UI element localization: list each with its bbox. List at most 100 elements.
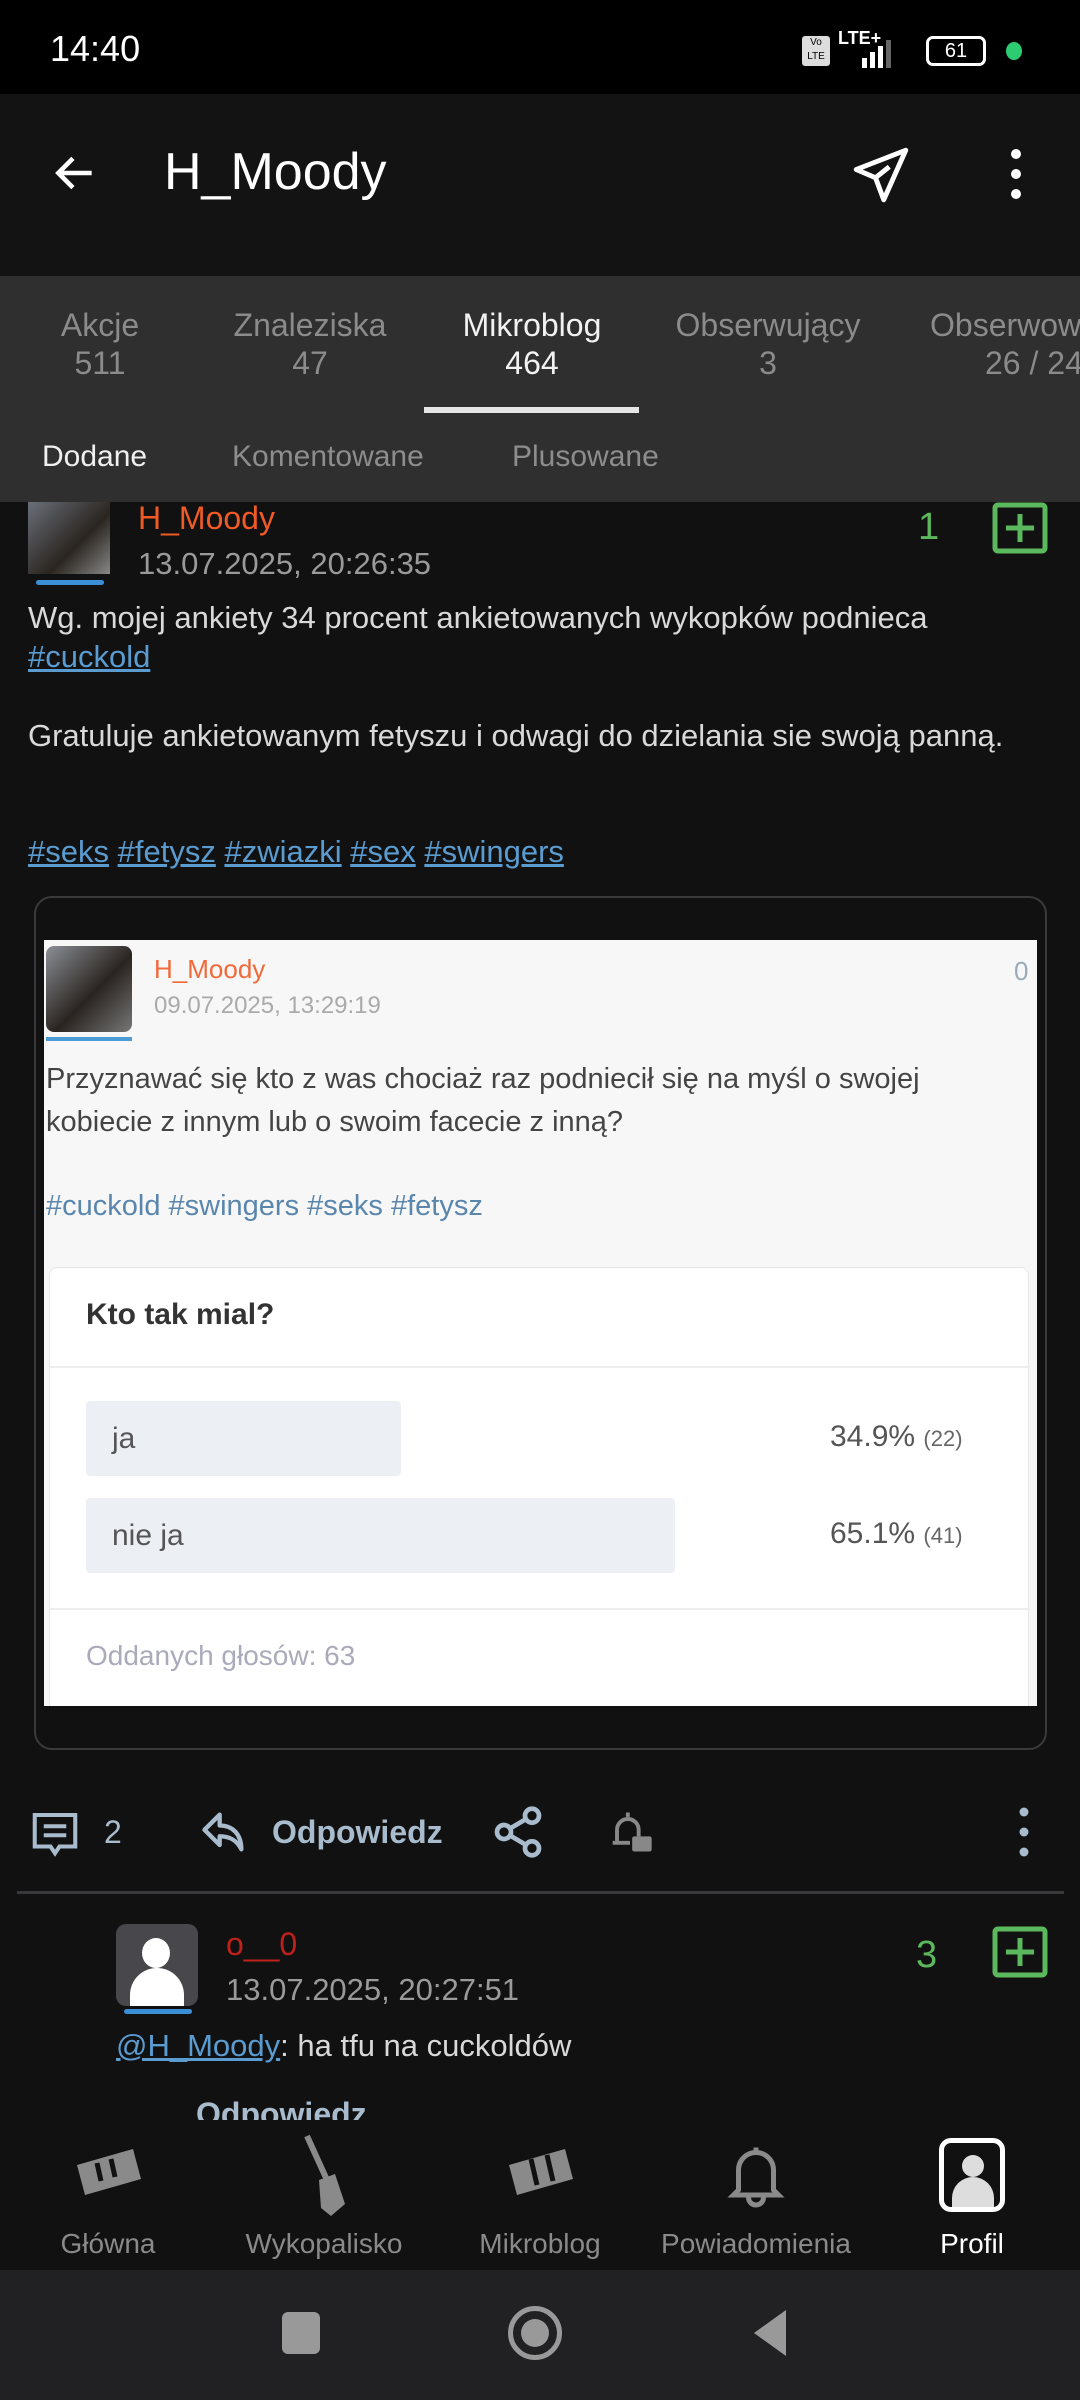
poll-option-result: 65.1% (41)	[830, 1517, 963, 1551]
subtab-komentowane[interactable]: Komentowane	[232, 440, 424, 473]
poll-percent: 65.1%	[830, 1517, 916, 1550]
wykop-logo-icon	[77, 2149, 141, 2195]
comments-icon[interactable]	[28, 1806, 82, 1860]
comment-author[interactable]: o__0	[226, 1926, 298, 1962]
tab-obserwujacy[interactable]: Obserwujący 3	[660, 306, 876, 382]
post-tags: #seks #fetysz #zwiazki #sex #swingers	[28, 832, 564, 871]
vote-count: 1	[918, 506, 940, 548]
share-icon[interactable]	[490, 1804, 546, 1860]
hashtag-link[interactable]: #zwiazki	[224, 834, 342, 869]
hashtag-link[interactable]: #sex	[350, 834, 416, 869]
nav-mikroblog[interactable]: Mikroblog	[432, 2130, 648, 2260]
comment-reply-button[interactable]: Odpowiedz	[196, 2096, 367, 2120]
avatar-badge	[124, 2009, 192, 2014]
tab-label: Akcje	[60, 307, 140, 343]
send-message-icon[interactable]	[848, 142, 914, 208]
comment-actions-clipped: Odpowiedz	[116, 2090, 1056, 2120]
tab-count: 3	[759, 345, 777, 381]
hashtag-link[interactable]: #swingers	[424, 834, 564, 869]
comment-date: 13.07.2025, 20:27:51	[226, 1972, 520, 2007]
nav-glowna[interactable]: Główna	[0, 2130, 216, 2260]
avatar-head	[142, 1938, 170, 1968]
embed-text: Przyznawać się kto z was chociaż raz pod…	[46, 1063, 920, 1138]
subtab-dodane[interactable]: Dodane	[42, 440, 148, 473]
post-text-2: Gratuluje ankietowanym fetyszu i odwagi …	[28, 718, 1004, 753]
tab-count: 511	[74, 345, 126, 381]
comment-avatar[interactable]	[116, 1924, 198, 2006]
privacy-dot-icon	[1006, 42, 1022, 60]
embed-author: H_Moody	[154, 954, 266, 984]
post-author[interactable]: H_Moody	[138, 500, 275, 536]
divider	[17, 1891, 1064, 1894]
back-arrow-icon[interactable]	[50, 148, 100, 198]
poll: Kto tak mial? ja 34.9% (22) nie ja 65.1%…	[49, 1267, 1030, 1706]
poll-option-result: 34.9% (22)	[830, 1420, 963, 1454]
poll-count: (22)	[923, 1426, 963, 1451]
bottom-nav	[0, 2120, 1080, 2270]
embed-tag: #swingers	[168, 1190, 300, 1222]
shovel-icon	[304, 2134, 345, 2216]
post-date: 13.07.2025, 20:26:35	[138, 546, 432, 581]
embed-avatar	[46, 946, 132, 1032]
hashtag-link[interactable]: #fetysz	[117, 834, 216, 869]
plus-vote-icon[interactable]	[992, 1926, 1048, 1978]
comment-vote-count: 3	[916, 1934, 938, 1976]
poll-footer: Oddanych głosów: 63	[86, 1640, 356, 1671]
recents-button[interactable]	[282, 2312, 320, 2354]
tab-mikroblog[interactable]: Mikroblog 464	[424, 306, 640, 382]
avatar-body	[130, 1968, 184, 2006]
bell-icon	[727, 2147, 785, 2208]
embed-tags: #cuckold #swingers #seks #fetysz	[46, 1190, 483, 1223]
embed-card[interactable]	[34, 896, 1047, 1750]
embed-tag: #fetysz	[390, 1190, 483, 1222]
divider	[50, 1366, 1030, 1368]
page-title: H_Moody	[164, 143, 387, 201]
nav-label: Powiadomienia	[661, 2228, 851, 2259]
tab-akcje[interactable]: Akcje 511	[40, 306, 160, 382]
tab-count: 26 / 24	[985, 345, 1080, 381]
comment-body: @H_Moody: ha tfu na cuckoldów	[116, 2026, 571, 2065]
tab-label: Obserwujący	[675, 307, 861, 343]
status-bar: 14:40 Vo LTE LTE+ 61	[0, 0, 1080, 94]
post-text: Wg. mojej ankiety 34 procent ankietowany…	[28, 600, 928, 635]
hashtag-link[interactable]: #cuckold	[28, 639, 151, 674]
comments-count[interactable]: 2	[104, 1814, 122, 1850]
nav-label: Mikroblog	[479, 2228, 601, 2259]
nav-powiadomienia[interactable]: Powiadomienia	[648, 2130, 864, 2260]
hashtag-link[interactable]: #seks	[28, 834, 109, 869]
comment-text: : ha tfu na cuckoldów	[280, 2028, 572, 2063]
tab-znaleziska[interactable]: Znaleziska 47	[210, 306, 410, 382]
poll-option-bar: ja	[86, 1401, 401, 1476]
volte-icon: Vo LTE	[802, 36, 830, 66]
embed-tag: #seks	[307, 1190, 383, 1222]
nav-label: Profil	[940, 2228, 1004, 2259]
tab-label: Mikroblog	[462, 307, 602, 343]
embed-votes: 0	[1014, 956, 1029, 986]
tab-obserwowani[interactable]: Obserwow 26 / 24	[930, 306, 1080, 382]
post-more-icon[interactable]	[1012, 1804, 1036, 1860]
tab-label: Znaleziska	[233, 307, 387, 343]
poll-percent: 34.9%	[830, 1420, 916, 1453]
embedded-image[interactable]: H_Moody 09.07.2025, 13:29:19 0 Przyznawa…	[44, 940, 1037, 1706]
network-label: LTE+	[838, 28, 882, 48]
plus-vote-icon[interactable]	[992, 502, 1048, 554]
more-options-icon[interactable]	[996, 146, 1036, 202]
signal-icon	[862, 40, 891, 68]
back-button[interactable]	[750, 2308, 790, 2358]
nav-wykopalisko[interactable]: Wykopalisko	[216, 2130, 432, 2260]
tab-count: 47	[292, 345, 328, 381]
nav-label: Wykopalisko	[245, 2228, 403, 2259]
home-button[interactable]	[508, 2306, 562, 2360]
reply-button[interactable]: Odpowiedz	[272, 1814, 443, 1850]
embed-tag: #cuckold	[46, 1190, 161, 1222]
mention-link[interactable]: @H_Moody	[116, 2028, 281, 2063]
nav-profil[interactable]: Profil	[864, 2130, 1080, 2260]
notification-bell-icon[interactable]	[604, 1804, 656, 1860]
nav-label: Główna	[60, 2228, 156, 2259]
clock: 14:40	[50, 28, 141, 69]
embed-avatar-badge	[46, 1037, 132, 1041]
reply-icon[interactable]	[198, 1804, 250, 1860]
battery-level: 61	[944, 40, 968, 62]
author-avatar[interactable]	[28, 502, 110, 574]
subtab-plusowane[interactable]: Plusowane	[512, 440, 659, 473]
